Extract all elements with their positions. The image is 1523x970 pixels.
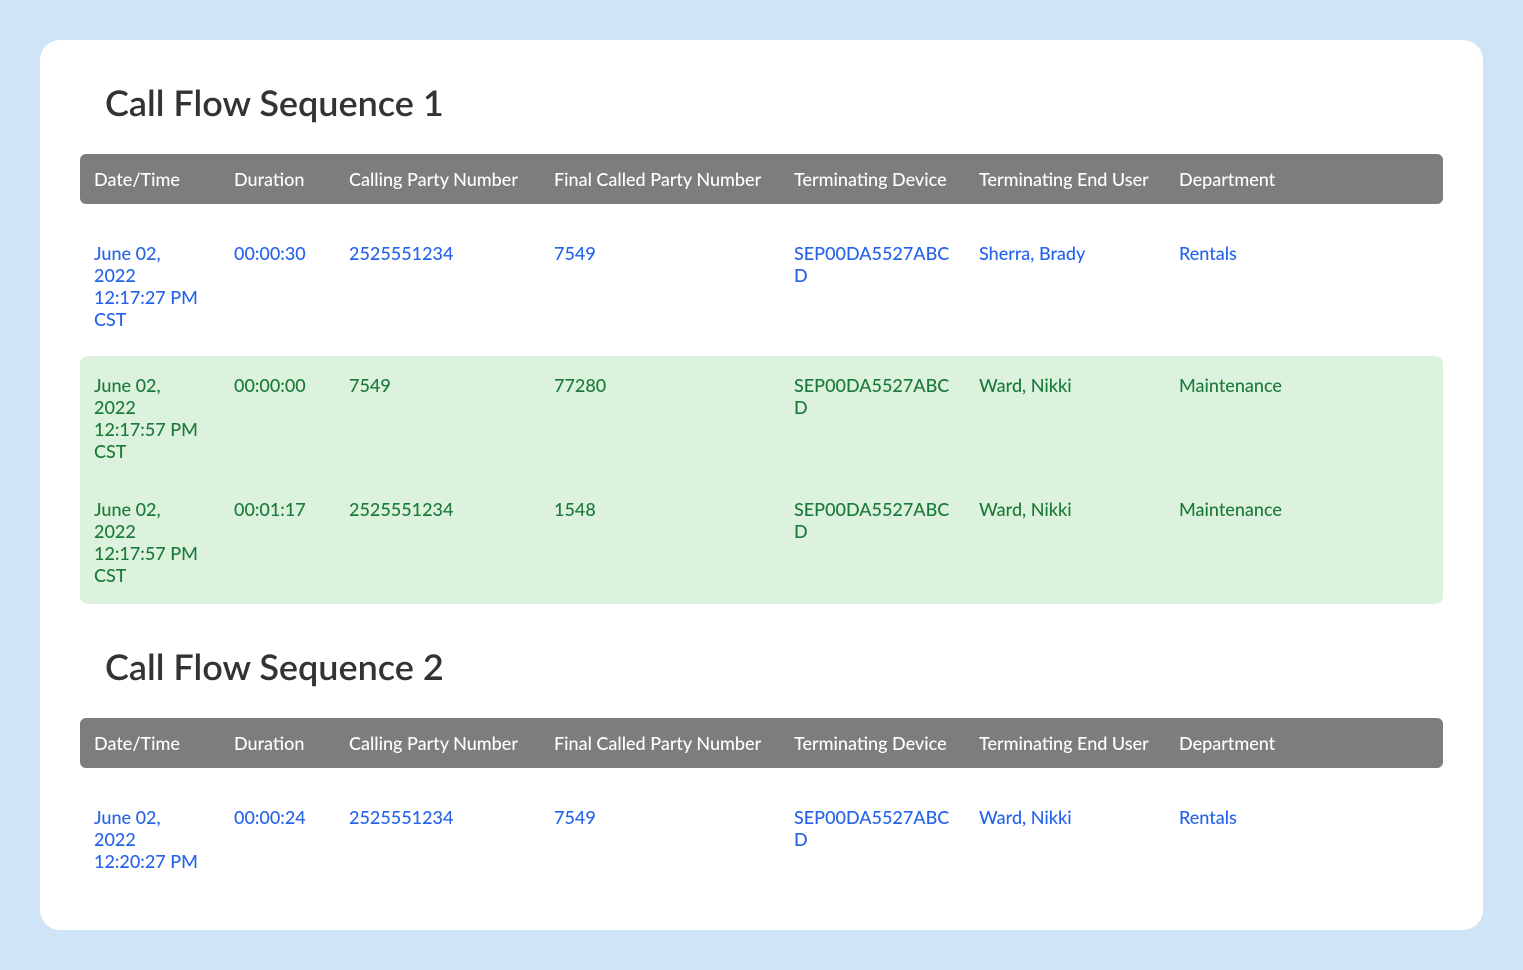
cell-datetime: June 02, 2022 12:20:27 PM [80,806,220,872]
table-row[interactable]: June 02, 2022 12:17:57 PM CST 00:00:00 7… [80,356,1443,480]
col-header-enduser: Terminating End User [965,732,1165,754]
col-header-duration: Duration [220,168,335,190]
cell-department: Rentals [1165,806,1443,872]
cell-enduser: Ward, Nikki [965,374,1165,462]
table-body-2: June 02, 2022 12:20:27 PM 00:00:24 25255… [80,788,1443,890]
cell-device: SEP00DA5527ABCD [780,374,965,462]
main-card: Call Flow Sequence 1 Date/Time Duration … [40,40,1483,930]
col-header-duration: Duration [220,732,335,754]
section-title-1: Call Flow Sequence 1 [105,80,1443,124]
cell-department: Maintenance [1165,374,1443,462]
table-row[interactable]: June 02, 2022 12:20:27 PM 00:00:24 25255… [80,788,1443,890]
cell-finalcalled: 7549 [540,806,780,872]
cell-duration: 00:00:30 [220,242,335,330]
cell-duration: 00:01:17 [220,498,335,586]
col-header-department: Department [1165,732,1443,754]
table-row[interactable]: June 02, 2022 12:17:27 PM CST 00:00:30 2… [80,224,1443,348]
cell-finalcalled: 77280 [540,374,780,462]
cell-device: SEP00DA5527ABCD [780,806,965,872]
col-header-device: Terminating Device [780,168,965,190]
col-header-enduser: Terminating End User [965,168,1165,190]
cell-finalcalled: 7549 [540,242,780,330]
cell-device: SEP00DA5527ABCD [780,498,965,586]
col-header-finalcalled: Final Called Party Number [540,168,780,190]
col-header-finalcalled: Final Called Party Number [540,732,780,754]
col-header-datetime: Date/Time [80,732,220,754]
col-header-calling: Calling Party Number [335,168,540,190]
table-header-2: Date/Time Duration Calling Party Number … [80,718,1443,768]
col-header-department: Department [1165,168,1443,190]
cell-calling: 2525551234 [335,498,540,586]
green-row-group: June 02, 2022 12:17:57 PM CST 00:00:00 7… [80,356,1443,604]
table-row[interactable]: June 02, 2022 12:17:57 PM CST 00:01:17 2… [80,480,1443,604]
cell-finalcalled: 1548 [540,498,780,586]
cell-device: SEP00DA5527ABCD [780,242,965,330]
cell-datetime: June 02, 2022 12:17:27 PM CST [80,242,220,330]
section-title-2: Call Flow Sequence 2 [105,644,1443,688]
cell-enduser: Ward, Nikki [965,806,1165,872]
cell-datetime: June 02, 2022 12:17:57 PM CST [80,498,220,586]
cell-calling: 7549 [335,374,540,462]
table-header-1: Date/Time Duration Calling Party Number … [80,154,1443,204]
cell-calling: 2525551234 [335,806,540,872]
cell-datetime: June 02, 2022 12:17:57 PM CST [80,374,220,462]
cell-department: Maintenance [1165,498,1443,586]
cell-enduser: Sherra, Brady [965,242,1165,330]
cell-enduser: Ward, Nikki [965,498,1165,586]
cell-calling: 2525551234 [335,242,540,330]
col-header-device: Terminating Device [780,732,965,754]
cell-department: Rentals [1165,242,1443,330]
col-header-calling: Calling Party Number [335,732,540,754]
table-body-1: June 02, 2022 12:17:27 PM CST 00:00:30 2… [80,224,1443,604]
cell-duration: 00:00:24 [220,806,335,872]
cell-duration: 00:00:00 [220,374,335,462]
col-header-datetime: Date/Time [80,168,220,190]
